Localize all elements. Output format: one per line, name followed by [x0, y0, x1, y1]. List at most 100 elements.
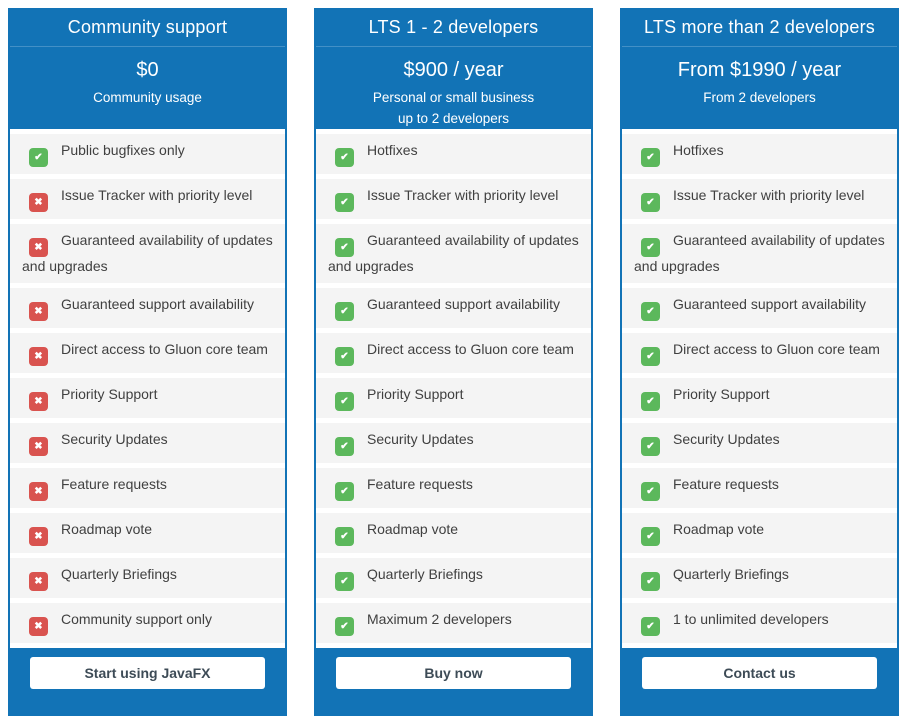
feature-row: ✔ Security Updates — [316, 423, 591, 463]
plan-footer: Contact us — [622, 648, 897, 714]
check-icon: ✔ — [641, 392, 660, 411]
feature-row: ✔ Guaranteed availability of updates and … — [622, 224, 897, 283]
feature-row: ✔ Direct access to Gluon core team — [316, 333, 591, 373]
feature-row: ✖ Guaranteed availability of updates and … — [10, 224, 285, 283]
feature-row: ✔ Guaranteed support availability — [622, 288, 897, 328]
feature-list: ✔ Hotfixes ✔ Issue Tracker with priority l… — [316, 129, 591, 648]
feature-label: Public bugfixes only — [61, 142, 185, 158]
plan-header: Community support $0 Community usage — [10, 10, 285, 129]
feature-label: Hotfixes — [367, 142, 418, 158]
feature-label: Quarterly Briefings — [673, 566, 789, 582]
feature-row: ✔ Issue Tracker with priority level — [622, 179, 897, 219]
start-using-javafx-button[interactable]: Start using JavaFX — [30, 657, 265, 689]
feature-row: ✔ Security Updates — [622, 423, 897, 463]
plan-footer: Buy now — [316, 648, 591, 714]
pricing-table: Community support $0 Community usage ✔ Pu… — [8, 8, 899, 716]
check-icon: ✔ — [641, 347, 660, 366]
feature-row: ✔ Hotfixes — [622, 134, 897, 174]
feature-row: ✔ Maximum 2 developers — [316, 603, 591, 643]
feature-row: ✔ Roadmap vote — [316, 513, 591, 553]
check-icon: ✔ — [335, 572, 354, 591]
feature-row: ✔ Quarterly Briefings — [622, 558, 897, 598]
plan-subtitle: From 2 developers — [703, 90, 816, 105]
feature-label: Community support only — [61, 611, 212, 627]
check-icon: ✔ — [641, 238, 660, 257]
check-icon: ✔ — [335, 527, 354, 546]
cross-icon: ✖ — [29, 572, 48, 591]
feature-label: Direct access to Gluon core team — [673, 341, 880, 357]
feature-label: Priority Support — [367, 386, 464, 402]
feature-label: Feature requests — [61, 476, 167, 492]
plan-subtitle: Community usage — [93, 90, 202, 105]
feature-label: Guaranteed availability of updates and u… — [634, 232, 885, 274]
cross-icon: ✖ — [29, 527, 48, 546]
feature-label: 1 to unlimited developers — [673, 611, 829, 627]
feature-label: Guaranteed support availability — [673, 296, 867, 312]
plan-card-lts-unlimited: LTS more than 2 developers From $1990 / … — [620, 8, 899, 716]
cross-icon: ✖ — [29, 193, 48, 212]
feature-label: Maximum 2 developers — [367, 611, 512, 627]
feature-row: ✖ Direct access to Gluon core team — [10, 333, 285, 373]
buy-now-button[interactable]: Buy now — [336, 657, 571, 689]
cross-icon: ✖ — [29, 302, 48, 321]
feature-label: Roadmap vote — [673, 521, 765, 537]
feature-label: Feature requests — [367, 476, 473, 492]
feature-row: ✖ Priority Support — [10, 378, 285, 418]
feature-row: ✖ Feature requests — [10, 468, 285, 508]
check-icon: ✔ — [335, 392, 354, 411]
feature-label: Hotfixes — [673, 142, 724, 158]
plan-price-box: $0 Community usage — [10, 47, 285, 129]
feature-row: ✖ Roadmap vote — [10, 513, 285, 553]
plan-card-lts-1-2: LTS 1 - 2 developers $900 / year Persona… — [314, 8, 593, 716]
check-icon: ✔ — [641, 148, 660, 167]
check-icon: ✔ — [641, 617, 660, 636]
feature-row: ✔ Hotfixes — [316, 134, 591, 174]
feature-label: Guaranteed support availability — [367, 296, 561, 312]
feature-label: Guaranteed availability of updates and u… — [328, 232, 579, 274]
check-icon: ✔ — [335, 193, 354, 212]
contact-us-button[interactable]: Contact us — [642, 657, 877, 689]
feature-row: ✔ Quarterly Briefings — [316, 558, 591, 598]
check-icon: ✔ — [641, 572, 660, 591]
feature-row: ✔ Priority Support — [316, 378, 591, 418]
cross-icon: ✖ — [29, 238, 48, 257]
check-icon: ✔ — [641, 302, 660, 321]
feature-label: Quarterly Briefings — [367, 566, 483, 582]
plan-subtitle: Personal or small business — [372, 90, 535, 105]
feature-row: ✔ Public bugfixes only — [10, 134, 285, 174]
feature-row: ✖ Security Updates — [10, 423, 285, 463]
cross-icon: ✖ — [29, 482, 48, 501]
check-icon: ✔ — [641, 193, 660, 212]
plan-title: LTS more than 2 developers — [622, 10, 897, 47]
feature-label: Issue Tracker with priority level — [673, 187, 865, 203]
plan-price-box: $900 / year Personal or small business u… — [316, 47, 591, 129]
feature-list: ✔ Hotfixes ✔ Issue Tracker with priority l… — [622, 129, 897, 648]
plan-title: LTS 1 - 2 developers — [316, 10, 591, 47]
feature-row: ✔ Direct access to Gluon core team — [622, 333, 897, 373]
check-icon: ✔ — [29, 148, 48, 167]
cross-icon: ✖ — [29, 347, 48, 366]
feature-row: ✖ Guaranteed support availability — [10, 288, 285, 328]
feature-row: ✔ 1 to unlimited developers — [622, 603, 897, 643]
feature-label: Guaranteed availability of updates and u… — [22, 232, 273, 274]
feature-row: ✔ Feature requests — [316, 468, 591, 508]
feature-label: Issue Tracker with priority level — [367, 187, 559, 203]
feature-label: Roadmap vote — [367, 521, 459, 537]
check-icon: ✔ — [335, 482, 354, 501]
plan-card-community: Community support $0 Community usage ✔ Pu… — [8, 8, 287, 716]
cross-icon: ✖ — [29, 392, 48, 411]
cross-icon: ✖ — [29, 437, 48, 456]
cross-icon: ✖ — [29, 617, 48, 636]
plan-price-box: From $1990 / year From 2 developers — [622, 47, 897, 129]
check-icon: ✔ — [641, 437, 660, 456]
feature-row: ✔ Issue Tracker with priority level — [316, 179, 591, 219]
check-icon: ✔ — [335, 238, 354, 257]
feature-label: Direct access to Gluon core team — [61, 341, 268, 357]
plan-subtitle: up to 2 developers — [397, 111, 510, 126]
feature-row: ✔ Guaranteed support availability — [316, 288, 591, 328]
check-icon: ✔ — [335, 302, 354, 321]
feature-label: Security Updates — [673, 431, 780, 447]
plan-price: From $1990 / year — [677, 59, 842, 81]
feature-row: ✔ Priority Support — [622, 378, 897, 418]
feature-label: Priority Support — [61, 386, 158, 402]
